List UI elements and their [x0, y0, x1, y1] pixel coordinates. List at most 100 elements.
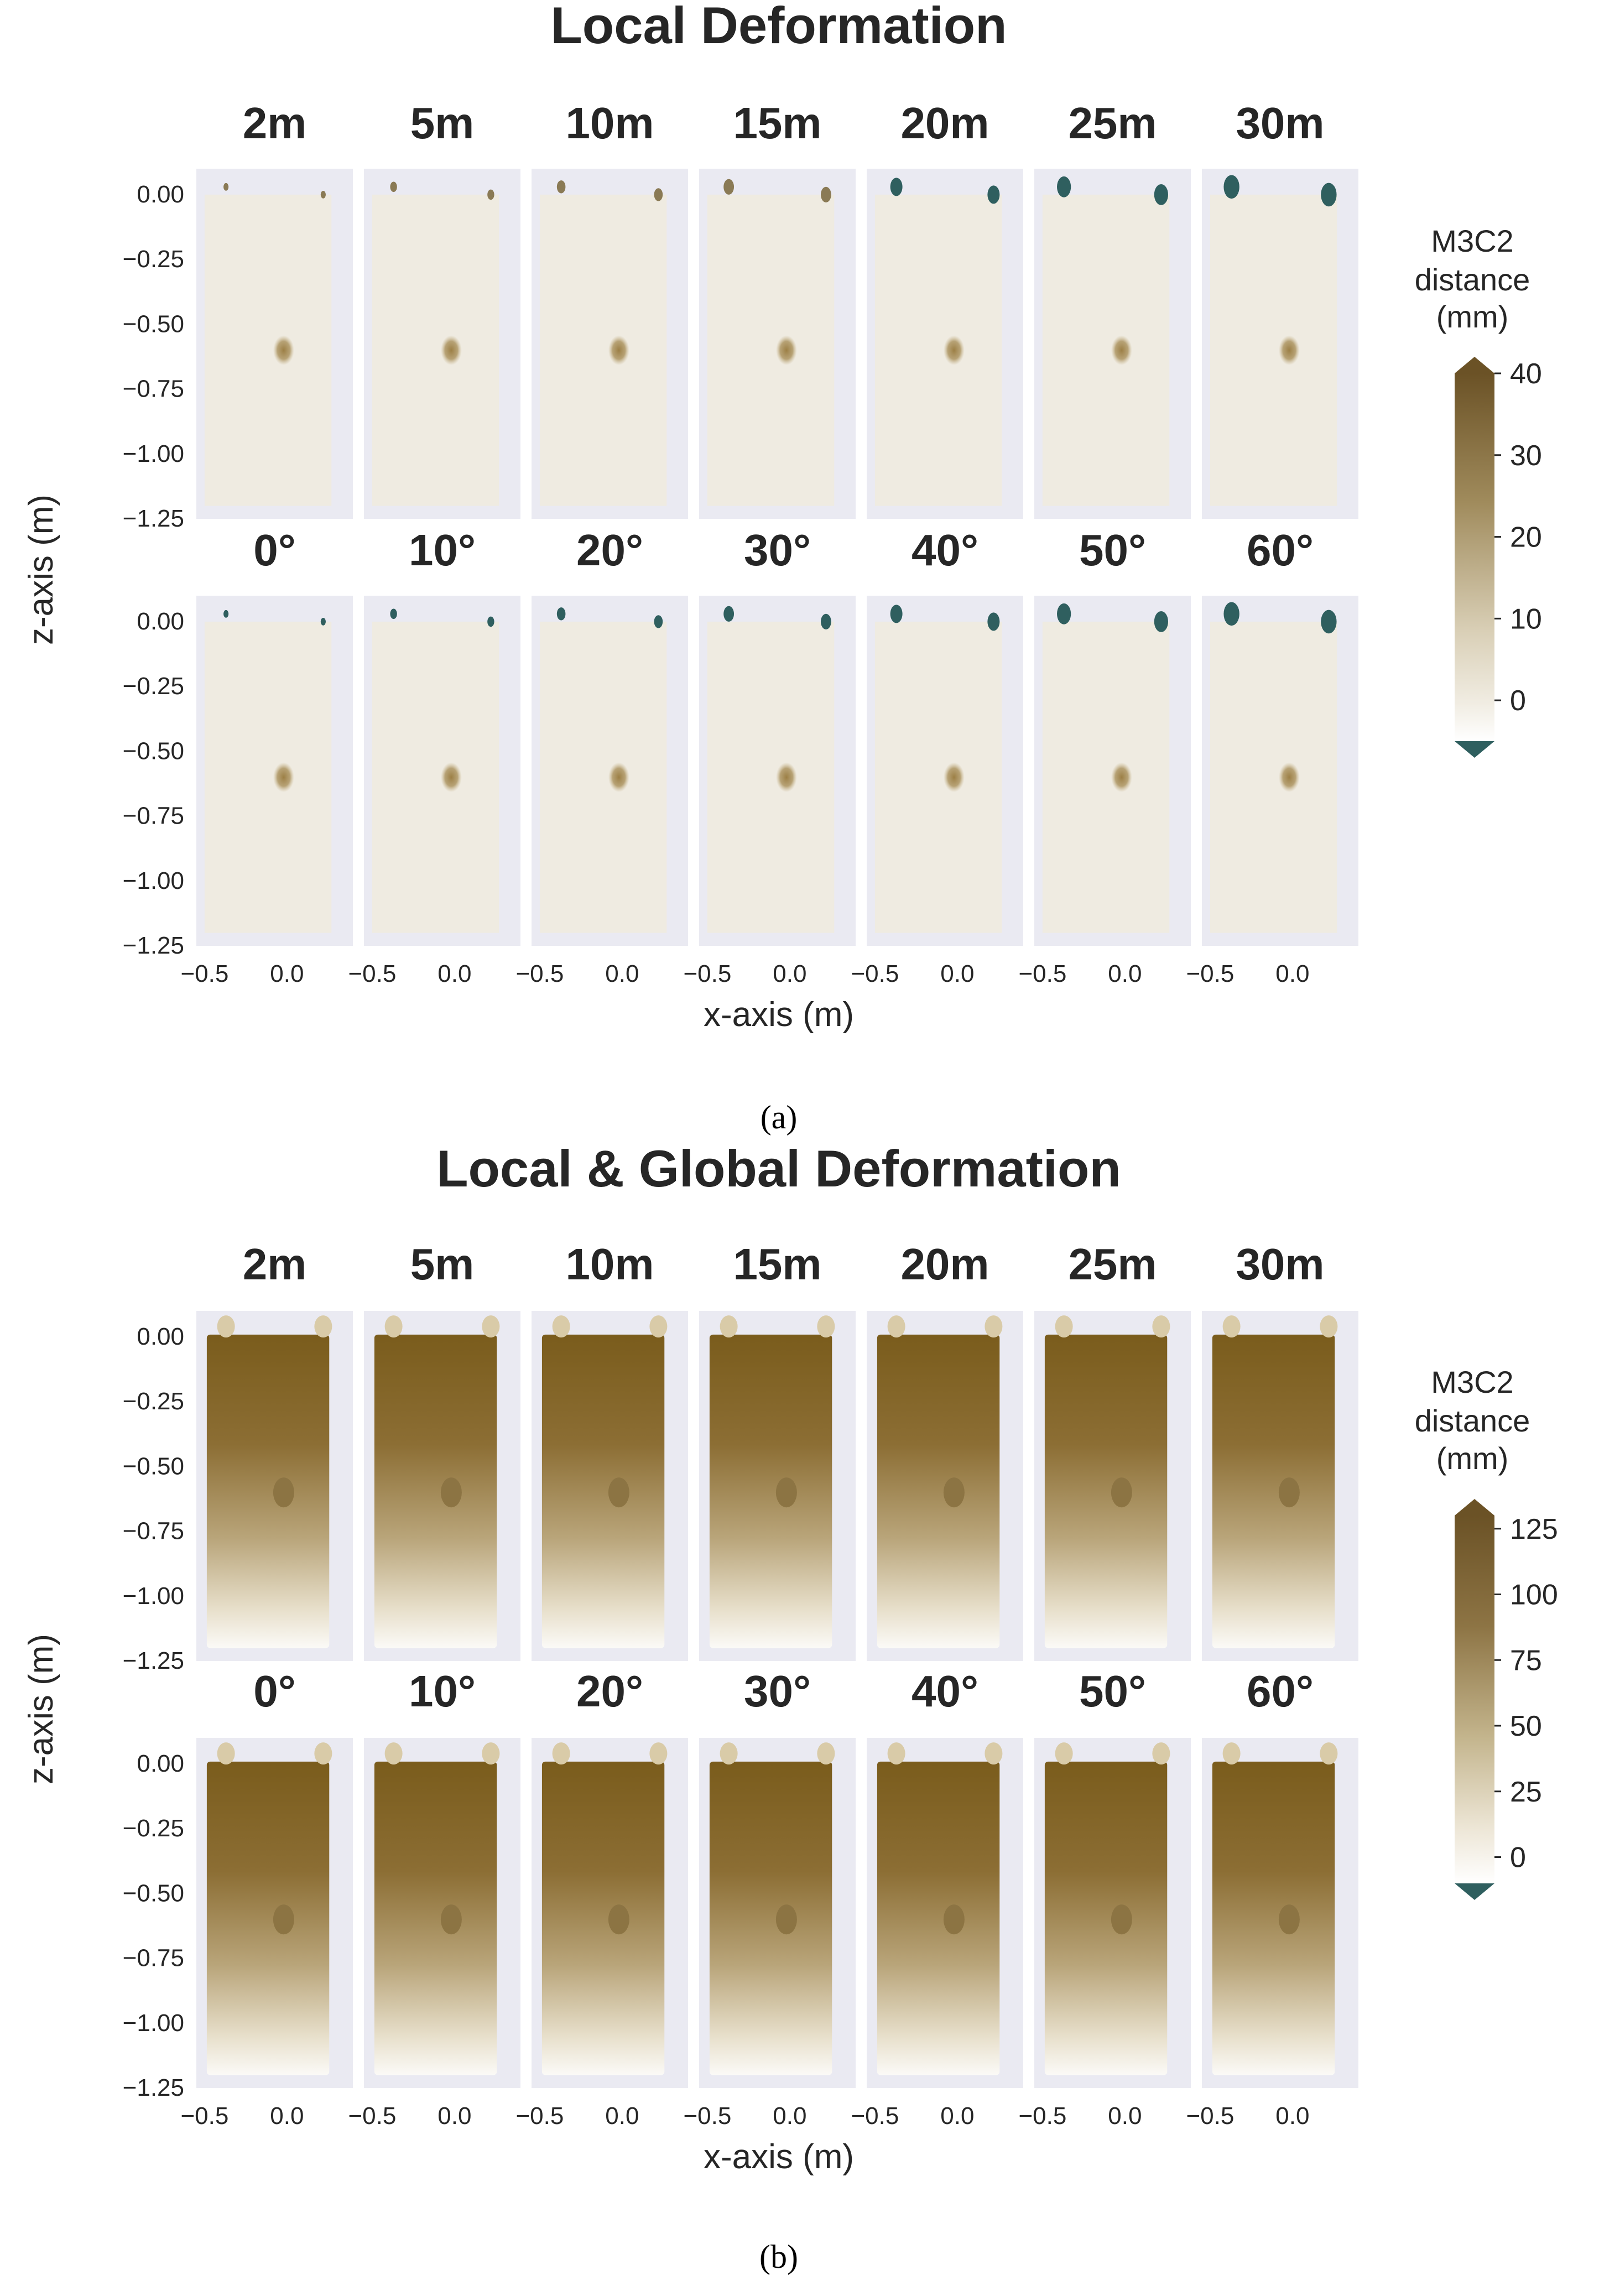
- deformation-panel: [539, 621, 667, 933]
- x-tick-label: 0.0: [1108, 2102, 1142, 2130]
- edge-artifact: [320, 190, 326, 199]
- edge-artifact: [987, 612, 1000, 631]
- subplot-title: 10°: [409, 525, 476, 575]
- x-tick-label: 0.0: [605, 2102, 639, 2130]
- y-tick-label: 0.00: [137, 181, 184, 208]
- y-tick-label: −0.75: [123, 376, 184, 403]
- edge-artifact: [223, 610, 229, 618]
- edge-artifact: [1223, 602, 1239, 626]
- subplot-title: 30m: [1236, 1240, 1324, 1289]
- x-tick-label: −0.5: [180, 2102, 228, 2130]
- edge-artifact: [390, 608, 397, 619]
- impact-spot: [608, 1904, 629, 1935]
- impact-spot: [273, 1477, 294, 1508]
- y-tick-label: −0.50: [123, 1452, 184, 1480]
- impact-spot: [775, 335, 797, 366]
- impact-spot: [608, 762, 629, 793]
- edge-artifact: [487, 189, 494, 200]
- impact-spot: [608, 1477, 629, 1508]
- x-tick-label: 0.0: [437, 960, 471, 987]
- edge-artifact: [1222, 1315, 1241, 1338]
- x-tick-label: −0.5: [851, 2102, 899, 2130]
- y-tick-label: 0.00: [137, 1323, 184, 1350]
- impact-spot: [775, 1477, 797, 1508]
- subplot-title: 30°: [744, 1667, 811, 1716]
- deformation-panel: [1210, 194, 1337, 506]
- colorbar: [1455, 373, 1494, 741]
- chart-title: Local & Global Deformation: [436, 1139, 1121, 1198]
- deformation-panel: [1042, 194, 1170, 506]
- colorbar-tick-label: 40: [1510, 358, 1542, 390]
- impact-spot: [943, 762, 965, 793]
- edge-artifact: [217, 1315, 235, 1338]
- edge-artifact: [1057, 176, 1071, 197]
- subplot-title: 5m: [410, 98, 475, 148]
- edge-artifact: [1152, 1742, 1170, 1765]
- subplot-title: 2m: [243, 1240, 307, 1289]
- edge-artifact: [552, 1315, 570, 1338]
- deformation-panel: [206, 1761, 330, 2075]
- x-tick-label: −0.5: [1186, 2102, 1234, 2130]
- x-tick-label: −0.5: [1018, 2102, 1066, 2130]
- deformation-panel: [374, 1761, 497, 2075]
- edge-artifact: [1320, 1315, 1338, 1338]
- impact-spot: [440, 1477, 462, 1508]
- deformation-panel: [874, 194, 1002, 506]
- edge-artifact: [720, 1742, 738, 1765]
- deformation-panel: [707, 194, 835, 506]
- y-tick-label: −0.25: [123, 673, 184, 700]
- subplot-title: 15m: [733, 98, 821, 148]
- chart-title: Local Deformation: [550, 0, 1007, 54]
- edge-artifact: [817, 1315, 835, 1338]
- colorbar-label: distance: [1415, 262, 1530, 297]
- colorbar-tick-label: 100: [1510, 1579, 1558, 1611]
- subplot-title: 10m: [565, 1240, 654, 1289]
- y-axis-label: z-axis (m): [22, 1634, 60, 1784]
- edge-artifact: [1154, 184, 1168, 205]
- impact-spot: [273, 1904, 294, 1935]
- impact-spot: [775, 1904, 797, 1935]
- edge-artifact: [320, 617, 326, 626]
- x-tick-label: 0.0: [437, 2102, 471, 2130]
- y-tick-label: 0.00: [137, 1750, 184, 1777]
- subplot-title: 0°: [253, 525, 295, 575]
- x-tick-label: −0.5: [851, 960, 899, 987]
- edge-artifact: [887, 1315, 905, 1338]
- edge-artifact: [384, 1315, 403, 1338]
- edge-artifact: [1055, 1742, 1073, 1765]
- edge-artifact: [1152, 1315, 1170, 1338]
- deformation-panel: [204, 194, 332, 506]
- colorbar-tick-label: 20: [1510, 522, 1542, 554]
- subplot-title: 25m: [1068, 1240, 1157, 1289]
- deformation-panel: [874, 621, 1002, 933]
- edge-artifact: [556, 607, 566, 621]
- deformation-panel: [1212, 1761, 1335, 2075]
- subplot-title: 0°: [253, 1667, 295, 1716]
- edge-artifact: [487, 616, 494, 627]
- edge-artifact: [1222, 1742, 1241, 1765]
- colorbar-tick-label: 125: [1510, 1513, 1558, 1545]
- impact-spot: [775, 762, 797, 793]
- subplot-title: 2m: [243, 98, 307, 148]
- x-tick-label: 0.0: [1275, 2102, 1309, 2130]
- deformation-panel: [372, 621, 499, 933]
- x-tick-label: −0.5: [515, 960, 564, 987]
- colorbar-label: M3C2: [1431, 223, 1513, 258]
- x-tick-label: −0.5: [683, 2102, 731, 2130]
- colorbar-label: M3C2: [1431, 1365, 1513, 1399]
- edge-artifact: [1321, 610, 1337, 634]
- subplot-title: 30°: [744, 525, 811, 575]
- deformation-panel: [1044, 1334, 1168, 1648]
- impact-spot: [1278, 1477, 1300, 1508]
- colorbar-extend-top: [1455, 357, 1494, 373]
- y-tick-label: −1.25: [123, 505, 184, 532]
- impact-spot: [440, 335, 462, 366]
- subplot-title: 40°: [912, 525, 978, 575]
- deformation-panel: [877, 1334, 1000, 1648]
- edge-artifact: [552, 1742, 570, 1765]
- deformation-panel: [541, 1761, 665, 2075]
- edge-artifact: [482, 1315, 500, 1338]
- deformation-panel: [1044, 1761, 1168, 2075]
- x-tick-label: −0.5: [1186, 960, 1234, 987]
